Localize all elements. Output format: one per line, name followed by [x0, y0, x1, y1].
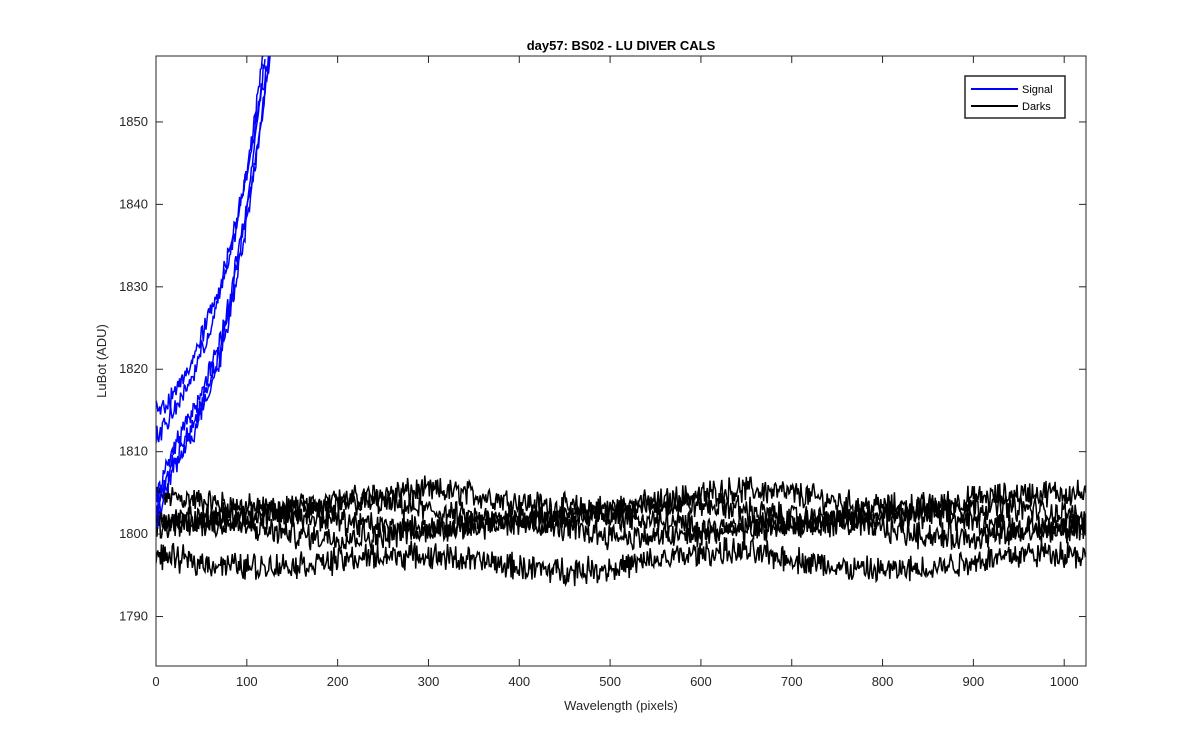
- darks-line: [156, 490, 1086, 537]
- darks-line: [156, 536, 1086, 588]
- x-tick-label: 0: [152, 674, 159, 689]
- legend-darks-label: Darks: [1022, 101, 1051, 113]
- y-tick-label: 1850: [119, 114, 148, 129]
- signal-line: [156, 56, 271, 517]
- chart-title: day57: BS02 - LU DIVER CALS: [527, 38, 716, 53]
- y-tick-label: 1800: [119, 526, 148, 541]
- y-tick-label: 1840: [119, 196, 148, 211]
- y-axis-label: LuBot (ADU): [94, 324, 109, 398]
- x-tick-label: 400: [508, 674, 530, 689]
- x-tick-label: 900: [963, 674, 985, 689]
- y-tick-label: 1790: [119, 609, 148, 624]
- x-tick-label: 800: [872, 674, 894, 689]
- darks-line: [156, 510, 1086, 552]
- y-tick-label: 1810: [119, 444, 148, 459]
- x-tick-label: 700: [781, 674, 803, 689]
- tick-layer: 0 100 200 300 400 500 600 700 800 900 1000 1790 1800…: [119, 56, 1086, 689]
- series-layer: [156, 56, 1086, 588]
- y-tick-label: 1830: [119, 279, 148, 294]
- y-tick-label: 1820: [119, 361, 148, 376]
- x-tick-label: 100: [236, 674, 258, 689]
- legend: Signal Darks: [964, 75, 1066, 119]
- legend-box: [964, 75, 1066, 119]
- signal-line: [156, 56, 270, 415]
- x-tick-label: 1000: [1050, 674, 1079, 689]
- darks-line: [156, 500, 1086, 545]
- x-tick-label: 300: [418, 674, 440, 689]
- x-tick-label: 600: [690, 674, 712, 689]
- axes-box: [155, 55, 1087, 667]
- legend-signal-label: Signal: [1022, 84, 1053, 96]
- x-tick-label: 200: [327, 674, 349, 689]
- x-tick-label: 500: [599, 674, 621, 689]
- x-axis-label: Wavelength (pixels): [564, 698, 678, 713]
